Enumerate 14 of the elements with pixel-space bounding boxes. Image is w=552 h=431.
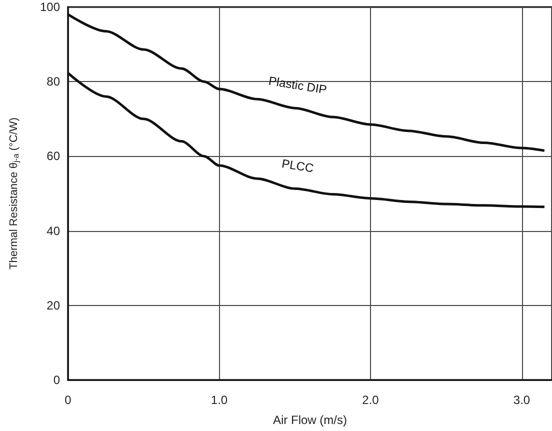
text: PLCC — [280, 156, 315, 176]
x-tick-label: 1.0 — [210, 393, 228, 407]
y-tick-label: 100 — [40, 0, 60, 14]
text: Plastic DIP — [268, 74, 328, 97]
y-tick-label: 60 — [46, 149, 60, 164]
y-tick-label: 0 — [53, 373, 60, 387]
y-tick-label: 40 — [46, 224, 60, 238]
y-tick-label: 20 — [46, 298, 60, 312]
x-tick-label: 0 — [64, 393, 72, 407]
x-tick-label: 3.0 — [513, 393, 530, 407]
y-tick-label: 80 — [46, 74, 60, 89]
x-tick-label: 2.0 — [362, 393, 380, 407]
x-axis-title: Air Flow (m/s) — [273, 413, 347, 427]
y-axis-title: Thermal Resistance θj-a (°C/W) — [8, 117, 20, 270]
